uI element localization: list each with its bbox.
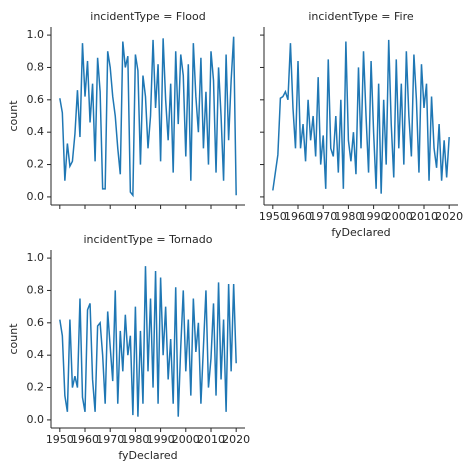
x-tick-label: 1960 [284,210,312,223]
x-tick-label: 2000 [172,433,200,446]
y-axis-label: count [7,323,20,355]
x-tick-label: 2020 [222,433,250,446]
panel-title: incidentType = Fire [308,10,414,23]
x-tick-label: 2010 [197,433,225,446]
x-tick-label: 1960 [71,433,99,446]
y-tick-label: 0.2 [27,158,45,171]
y-tick-label: 1.0 [27,251,45,264]
y-tick-label: 0.4 [27,348,45,361]
x-tick-label: 2000 [385,210,413,223]
x-tick-label: 1990 [147,433,175,446]
panel-title: incidentType = Tornado [84,233,213,246]
x-tick-label: 2010 [410,210,438,223]
x-tick-label: 1980 [334,210,362,223]
data-line [59,266,237,417]
x-axis-label: fyDeclared [118,449,177,462]
x-tick-label: 1950 [259,210,287,223]
x-tick-label: 1970 [309,210,337,223]
panel-title: incidentType = Flood [90,10,205,23]
x-axis-label: fyDeclared [331,226,390,239]
y-tick-label: 0.8 [27,60,45,73]
y-axis-label: count [7,100,20,132]
x-tick-label: 1970 [96,433,124,446]
y-tick-label: 0.4 [27,125,45,138]
y-tick-label: 0.6 [27,93,45,106]
y-tick-label: 0.8 [27,283,45,296]
y-tick-label: 1.0 [27,28,45,41]
y-tick-label: 0.0 [27,413,45,426]
data-line [272,39,450,194]
x-tick-label: 1950 [46,433,74,446]
x-tick-label: 2020 [435,210,463,223]
y-tick-label: 0.2 [27,381,45,394]
x-tick-label: 1990 [360,210,388,223]
y-tick-label: 0.0 [27,190,45,203]
data-line [59,36,237,198]
y-tick-label: 0.6 [27,316,45,329]
x-tick-label: 1980 [121,433,149,446]
